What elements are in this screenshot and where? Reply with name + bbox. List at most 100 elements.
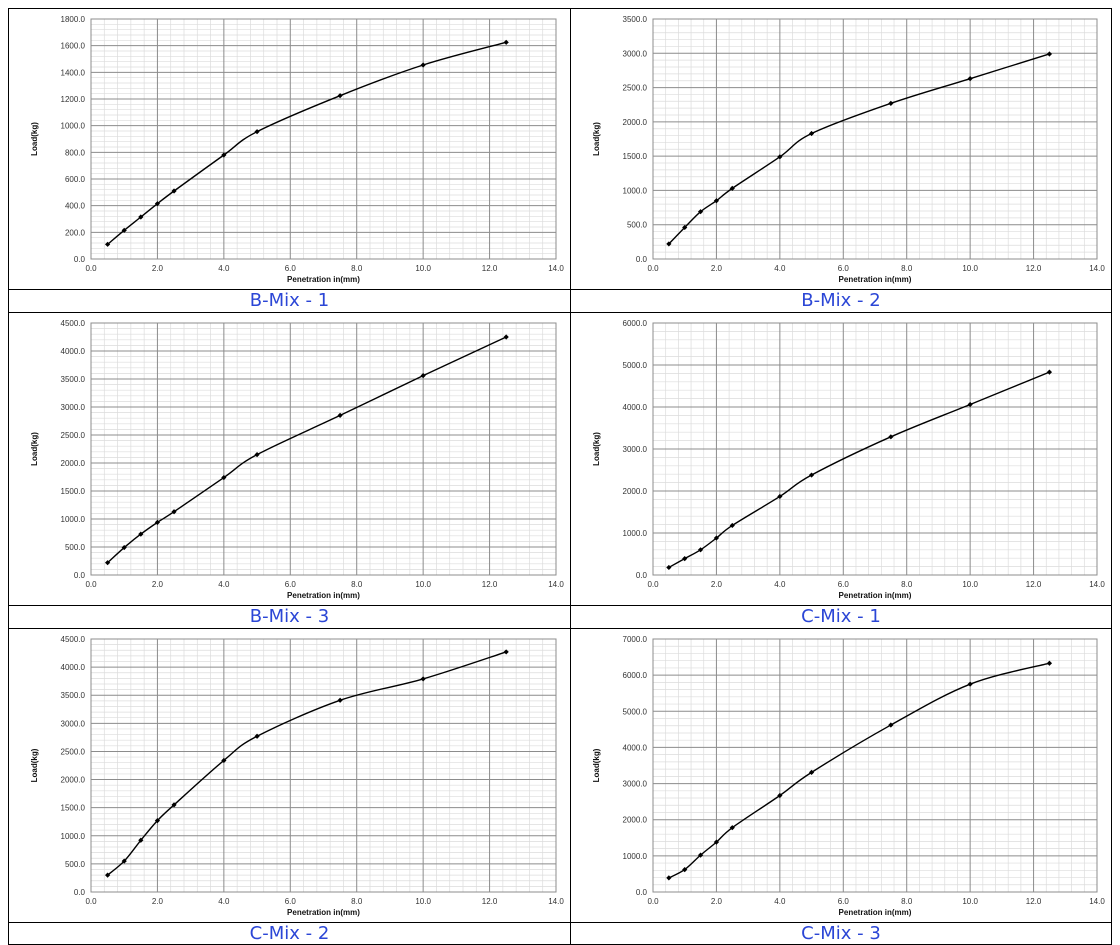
x-axis-title: Penetration in(mm) (839, 275, 912, 284)
series-line (668, 53, 1050, 245)
y-tick-label: 500.0 (65, 543, 86, 552)
y-tick-label: 1500.0 (623, 152, 648, 161)
major-grid (90, 18, 557, 260)
caption-b-mix-3: B-Mix - 3 (8, 605, 571, 629)
x-tick-label: 10.0 (962, 580, 978, 589)
y-axis-title: Load(kg) (592, 748, 601, 782)
x-tick-label: 14.0 (1089, 580, 1105, 589)
x-axis-title: Penetration in(mm) (287, 908, 360, 917)
x-tick-label: 2.0 (711, 264, 723, 273)
x-tick-label: 0.0 (647, 580, 659, 589)
data-point (254, 129, 260, 135)
minor-grid (91, 19, 556, 259)
y-tick-label: 1800.0 (61, 15, 86, 24)
data-point (254, 452, 260, 458)
chart-panel-c-mix-3: 0.0 2.0 4.0 6.0 8.0 10.0 12.0 14.0 0.0 1000.0 2000… (570, 628, 1112, 923)
x-tick-label: 12.0 (482, 580, 498, 589)
data-point (138, 214, 144, 220)
y-tick-label: 4500.0 (61, 635, 86, 644)
y-tick-label: 2500.0 (623, 84, 648, 93)
y-tick-label: 4000.0 (623, 743, 648, 752)
x-tick-label: 10.0 (962, 897, 978, 906)
data-point (682, 556, 688, 562)
plot-area-border (90, 322, 557, 576)
y-tick-label: 200.0 (65, 228, 86, 237)
y-tick-label: 4500.0 (61, 319, 86, 328)
data-point (1046, 660, 1053, 666)
y-tick-label: 6000.0 (623, 319, 648, 328)
x-tick-label: 14.0 (548, 264, 564, 273)
chart-panel-b-mix-3: 0.0 2.0 4.0 6.0 8.0 10.0 12.0 14.0 0.0 500.0 1000.… (8, 312, 571, 606)
chart-c-mix-2: 0.0 2.0 4.0 6.0 8.0 10.0 12.0 14.0 0.0 500.0 1000.… (30, 635, 564, 917)
y-tick-label: 1500.0 (61, 804, 86, 813)
y-axis-title: Load(kg) (30, 122, 39, 156)
x-tick-label: 0.0 (85, 580, 97, 589)
y-tick-label: 500.0 (65, 860, 86, 869)
x-tick-label: 2.0 (711, 897, 723, 906)
y-tick-label: 1200.0 (61, 95, 86, 104)
data-point (888, 434, 894, 440)
y-tick-label: 1000.0 (623, 529, 648, 538)
y-tick-label: 600.0 (65, 175, 86, 184)
y-tick-label: 5000.0 (623, 707, 648, 716)
y-tick-label: 2000.0 (61, 459, 86, 468)
x-tick-label: 12.0 (482, 897, 498, 906)
data-point (154, 201, 161, 207)
y-tick-label: 0.0 (74, 571, 86, 580)
y-tick-label: 1600.0 (61, 42, 86, 51)
chart-grid: 0.0 2.0 4.0 6.0 8.0 10.0 12.0 14.0 0.0 200.0 400.0… (8, 8, 1112, 945)
major-grid (652, 638, 1098, 893)
data-point (682, 866, 688, 873)
x-tick-label: 8.0 (901, 580, 913, 589)
x-tick-label: 12.0 (1026, 264, 1042, 273)
data-point (888, 722, 894, 728)
x-tick-label: 4.0 (218, 897, 230, 906)
x-tick-label: 2.0 (152, 264, 164, 273)
y-tick-label: 4000.0 (61, 663, 86, 672)
y-tick-label: 1000.0 (61, 515, 86, 524)
y-axis-title: Load(kg) (30, 432, 39, 466)
x-tick-label: 2.0 (711, 580, 723, 589)
data-point (1046, 51, 1053, 57)
data-point (154, 817, 161, 824)
y-tick-label: 800.0 (65, 148, 86, 157)
y-axis-title: Load(kg) (592, 432, 601, 466)
plot-area-border (90, 638, 557, 893)
data-point (221, 152, 227, 158)
x-tick-label: 6.0 (838, 264, 850, 273)
x-axis-title: Penetration in(mm) (287, 591, 360, 600)
x-tick-label: 8.0 (351, 897, 363, 906)
x-tick-label: 10.0 (415, 580, 431, 589)
data-point (503, 39, 509, 45)
y-tick-label: 0.0 (636, 255, 648, 264)
y-tick-label: 3000.0 (623, 780, 648, 789)
minor-grid (653, 19, 1097, 259)
data-point (337, 412, 343, 418)
x-tick-label: 6.0 (285, 580, 297, 589)
x-tick-label: 4.0 (774, 580, 786, 589)
caption-c-mix-1: C-Mix - 1 (570, 605, 1112, 629)
x-tick-label: 2.0 (152, 580, 164, 589)
x-tick-label: 2.0 (152, 897, 164, 906)
x-tick-label: 8.0 (901, 264, 913, 273)
y-tick-label: 3500.0 (61, 375, 86, 384)
data-point (666, 875, 672, 881)
series-line (668, 662, 1050, 879)
caption-c-mix-2: C-Mix - 2 (8, 922, 571, 945)
data-point (682, 224, 688, 231)
y-tick-label: 0.0 (74, 888, 86, 897)
chart-c-mix-1: 0.0 2.0 4.0 6.0 8.0 10.0 12.0 14.0 0.0 1000.0 2000… (592, 319, 1105, 600)
data-point (121, 544, 127, 551)
y-tick-label: 2000.0 (623, 118, 648, 127)
minor-grid (91, 639, 556, 892)
data-point (154, 519, 161, 525)
data-point (967, 681, 973, 687)
y-axis-title: Load(kg) (30, 748, 39, 782)
y-tick-label: 3000.0 (61, 403, 86, 412)
y-tick-label: 2500.0 (61, 431, 86, 440)
data-point (729, 185, 735, 191)
caption-b-mix-2: B-Mix - 2 (570, 289, 1112, 313)
series-line (107, 651, 507, 876)
data-point (138, 531, 144, 537)
y-tick-label: 3000.0 (623, 445, 648, 454)
